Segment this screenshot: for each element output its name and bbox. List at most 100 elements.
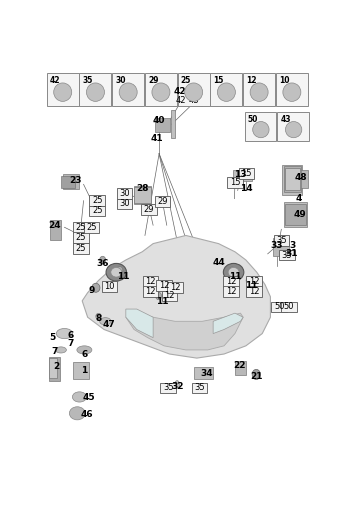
Ellipse shape [117,267,123,274]
Text: 15: 15 [230,178,240,187]
Text: 7: 7 [52,347,58,356]
FancyBboxPatch shape [73,222,89,233]
Ellipse shape [92,283,100,292]
Text: 8: 8 [95,313,102,322]
Text: 35: 35 [194,383,205,392]
Ellipse shape [229,267,235,275]
Text: 12: 12 [145,287,156,296]
Text: 3: 3 [289,241,295,250]
Bar [47,73,79,106]
Text: 13: 13 [234,169,247,178]
FancyBboxPatch shape [50,219,61,240]
Ellipse shape [106,263,126,281]
Text: 4: 4 [296,194,302,203]
Text: 10: 10 [279,76,289,85]
Bar [145,73,177,106]
Text: 44: 44 [212,258,225,267]
Text: 32: 32 [171,382,184,391]
Ellipse shape [175,381,180,389]
Text: 7: 7 [68,339,74,348]
Text: 46: 46 [81,410,93,419]
FancyBboxPatch shape [233,170,252,182]
Ellipse shape [228,268,239,277]
Text: 6: 6 [68,331,74,340]
Ellipse shape [285,122,302,138]
FancyBboxPatch shape [287,169,308,187]
Text: 47: 47 [102,320,115,329]
Bar [277,112,309,141]
FancyBboxPatch shape [162,290,177,302]
FancyBboxPatch shape [223,287,239,297]
Ellipse shape [253,122,269,138]
FancyBboxPatch shape [194,367,213,379]
Text: 50: 50 [284,303,294,312]
Bar [210,73,243,106]
Text: 5: 5 [49,333,55,342]
FancyBboxPatch shape [234,361,246,375]
Ellipse shape [252,370,260,380]
FancyBboxPatch shape [117,189,132,199]
Text: 31: 31 [285,250,298,259]
Text: 42: 42 [50,76,60,85]
Ellipse shape [77,346,92,354]
Text: 25: 25 [76,223,86,232]
Ellipse shape [152,83,170,101]
FancyBboxPatch shape [284,202,307,227]
Text: 12: 12 [246,76,257,85]
Text: 25: 25 [87,223,97,232]
Text: 15: 15 [241,169,252,178]
FancyBboxPatch shape [281,302,297,312]
FancyBboxPatch shape [282,165,302,195]
FancyBboxPatch shape [186,95,202,106]
Text: 6: 6 [81,349,88,358]
FancyBboxPatch shape [279,250,295,261]
FancyBboxPatch shape [49,358,57,378]
FancyBboxPatch shape [134,186,151,204]
Text: 28: 28 [136,184,149,193]
FancyBboxPatch shape [155,196,170,207]
Text: 25: 25 [76,244,86,253]
Text: 43: 43 [189,96,199,105]
FancyBboxPatch shape [156,280,172,291]
Text: 1: 1 [81,366,88,375]
Text: 49: 49 [294,210,307,219]
Text: 25: 25 [92,207,102,216]
FancyBboxPatch shape [192,382,207,393]
Text: 22: 22 [233,361,245,370]
Text: 23: 23 [69,176,82,185]
Polygon shape [126,309,153,338]
Text: 29: 29 [148,76,158,85]
Text: 12: 12 [145,277,156,286]
Text: 24: 24 [49,221,61,230]
Text: 12: 12 [159,281,169,290]
Bar [276,73,308,106]
Text: 35: 35 [276,236,287,245]
FancyBboxPatch shape [246,287,262,297]
FancyBboxPatch shape [271,302,287,312]
Text: 2: 2 [53,362,59,371]
Text: 29: 29 [144,205,154,214]
Bar [245,112,276,141]
FancyBboxPatch shape [143,287,158,297]
Text: 42: 42 [174,87,186,96]
FancyBboxPatch shape [73,243,89,254]
FancyBboxPatch shape [227,177,243,187]
Bar [80,73,112,106]
Ellipse shape [73,392,87,402]
Polygon shape [82,235,270,358]
Text: 30: 30 [115,76,126,85]
Text: 34: 34 [200,369,213,378]
FancyBboxPatch shape [61,176,75,188]
Text: 45: 45 [83,393,95,402]
FancyBboxPatch shape [239,168,254,179]
FancyBboxPatch shape [285,168,300,190]
Ellipse shape [119,83,137,101]
Ellipse shape [56,347,67,353]
FancyBboxPatch shape [223,276,239,287]
Text: 35: 35 [282,251,292,260]
Polygon shape [126,313,243,350]
Ellipse shape [218,83,235,101]
FancyBboxPatch shape [102,281,117,292]
Text: 25: 25 [76,233,86,242]
FancyBboxPatch shape [246,276,262,287]
